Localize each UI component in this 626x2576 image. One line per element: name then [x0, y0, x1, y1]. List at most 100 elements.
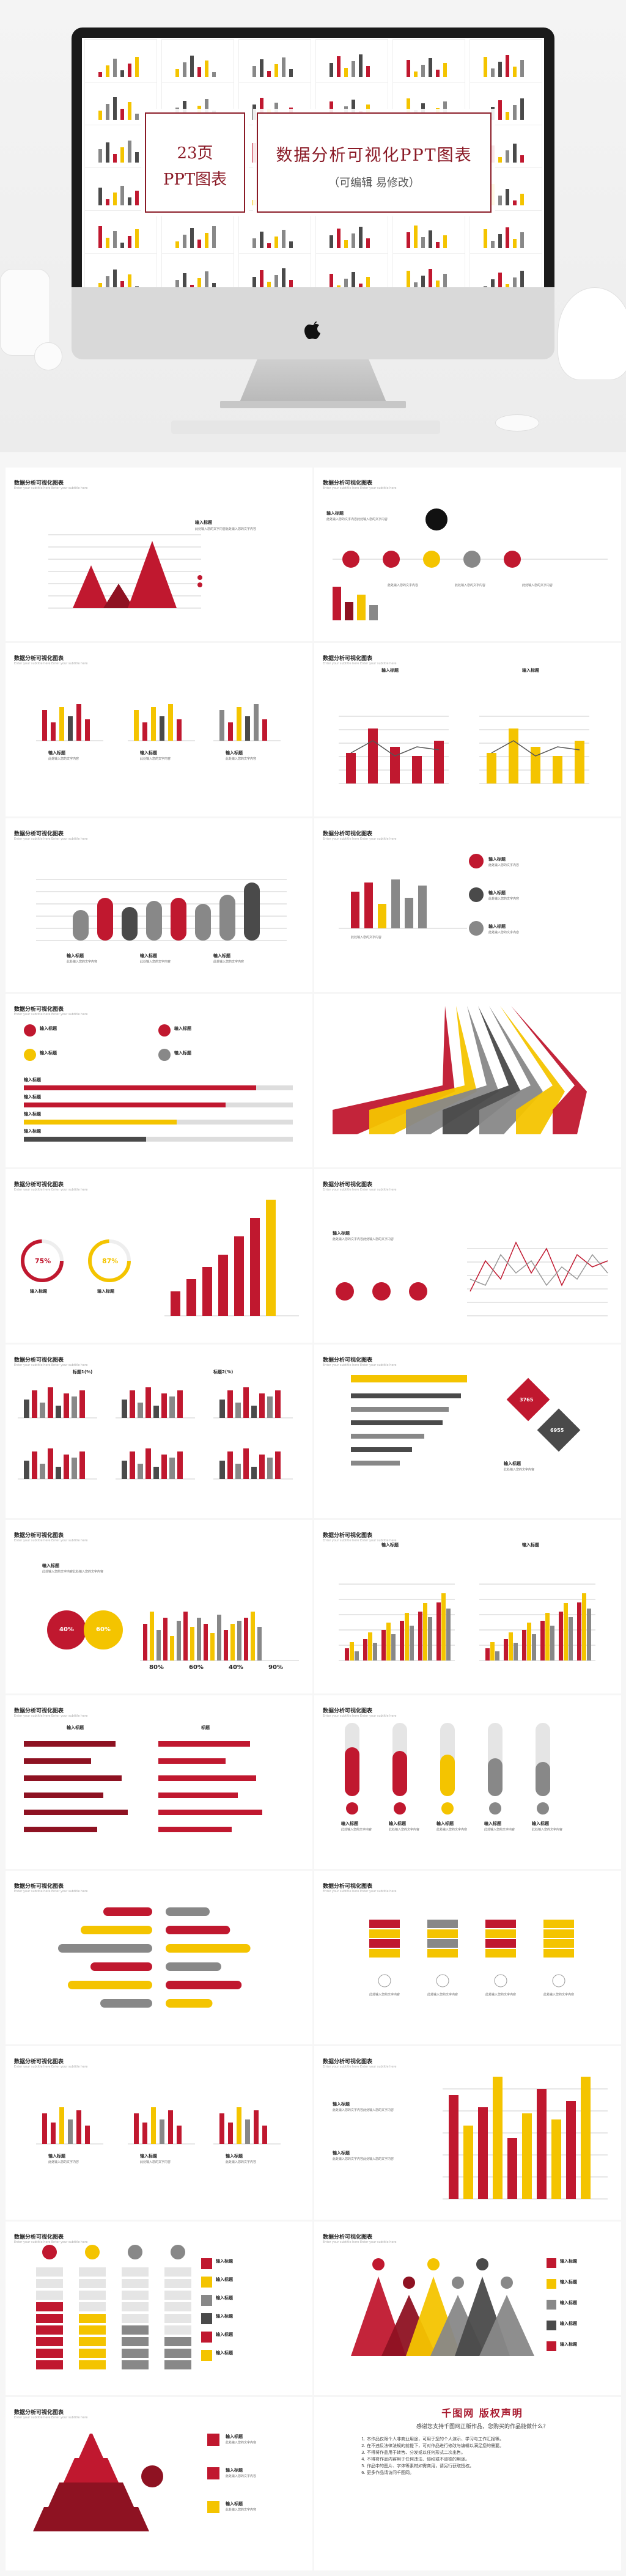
block-cell: [485, 1939, 516, 1948]
bar: [227, 1390, 233, 1418]
bar: [259, 1393, 265, 1418]
thumb-bar: [260, 59, 263, 77]
thumb-bar: [205, 233, 208, 248]
icon-circle: [537, 1802, 549, 1815]
monitor-base: [220, 401, 406, 408]
thumb-bar: [421, 276, 425, 291]
pin-icon: [501, 2277, 513, 2289]
block-cell: [36, 2349, 63, 2358]
bar: [531, 747, 540, 783]
bar: [251, 1467, 257, 1479]
capsule-fill: [488, 1758, 503, 1796]
bar: [509, 1632, 513, 1660]
input-title: 输入标题: [97, 1289, 114, 1294]
thumb-bar: [520, 271, 524, 291]
block-cell: [543, 1939, 574, 1948]
bar: [234, 1236, 244, 1316]
slide-subtitle: Enter your subtitle here Enter your subt…: [14, 1539, 88, 1543]
copyright-notice: 千图网 版权声明 感谢您支持千图网正版作品，您购买的作品能做什么？ 本作品仅限个…: [357, 2405, 608, 2476]
peak-shape: [479, 2295, 534, 2356]
icon-square: [201, 2313, 212, 2324]
bar: [243, 1448, 249, 1479]
thumb-bar: [366, 105, 370, 120]
thumb-bar: [205, 61, 208, 77]
input-title: 输入标题: [389, 1821, 406, 1826]
input-title: 输入标题: [333, 2151, 350, 2156]
body-text: 此处输入您的文字内容: [427, 1993, 458, 1997]
bar: [351, 892, 359, 928]
input-title: 输入标题: [522, 1543, 539, 1547]
bar: [177, 2126, 182, 2144]
bar: [217, 1615, 221, 1660]
block-cell: [79, 2337, 106, 2346]
screen-thumbnail: [161, 210, 234, 255]
slide-subtitle: Enter your subtitle here Enter your subt…: [323, 1363, 397, 1367]
bar: [168, 2110, 173, 2144]
slide-17: 数据分析可视化图表 Enter your subtitle here Enter …: [6, 1871, 312, 2044]
bar: [405, 898, 413, 928]
input-title: 输入标题: [30, 1289, 47, 1294]
hbar: [158, 1793, 238, 1798]
bar: [177, 719, 182, 741]
pin-icon: [85, 2245, 100, 2259]
thumb-bar: [197, 240, 201, 248]
thumb-bar: [106, 142, 109, 163]
bar: [177, 1451, 183, 1479]
bar: [369, 605, 378, 620]
keyboard: [171, 420, 440, 434]
screen-thumbnail: [470, 210, 542, 255]
input-title: 输入标题: [226, 2434, 243, 2439]
bar: [346, 753, 356, 783]
slide-15: 数据分析可视化图表 Enter your subtitle here Enter …: [6, 1695, 312, 1869]
thumb-bar: [113, 154, 117, 163]
thumb-bar: [513, 277, 517, 291]
copyright-item: 在不违反法律法规的前提下，可对作品进行修改与编辑以满足您的需要。: [367, 2443, 608, 2449]
bar: [275, 1390, 281, 1418]
bar: [449, 2095, 458, 2199]
person-icon: [141, 2465, 163, 2487]
page-count-line1: 23页: [177, 144, 213, 163]
copyright-item: 作品中的图片、字体等素材如需商用，请另行获取授权。: [367, 2463, 608, 2470]
slide-9: 数据分析可视化图表 Enter your subtitle here Enter …: [6, 1169, 312, 1343]
slide-1: 数据分析可视化图表 Enter your subtitle here Enter …: [6, 468, 312, 641]
bar: [24, 1461, 29, 1479]
thumb-bar: [267, 71, 271, 77]
thumb-bar: [344, 68, 348, 77]
block-cell: [164, 2302, 191, 2311]
screen-thumbnail: [161, 39, 234, 84]
ring-progress: [21, 1239, 64, 1282]
bar: [333, 587, 341, 620]
thumb-bar: [443, 63, 447, 77]
input-title: 输入标题: [226, 2154, 243, 2159]
slide-graphic: [33, 2434, 219, 2531]
icon-circle: [469, 887, 484, 902]
bar-right: [166, 1907, 210, 1916]
icon-circle: [158, 1024, 171, 1037]
slide-title: 数据分析可视化图表: [14, 480, 64, 486]
thumb-bar: [491, 279, 495, 291]
block-cell: [36, 2314, 63, 2323]
thumb-bar: [330, 235, 333, 248]
thumb-bar: [113, 270, 117, 291]
screen-thumbnail: [315, 39, 388, 84]
body-text: 此处输入您的文字内容: [369, 1993, 400, 1997]
bar: [51, 2123, 56, 2144]
slide-graphic: [36, 879, 287, 941]
thumb-bar: [282, 57, 285, 77]
checkbox-icon: [207, 2434, 219, 2446]
slide-graphic: [351, 1375, 581, 1466]
copyright-item: 本作品仅限个人非商业用途，可用于您的个人演示、学习与工作汇报等。: [367, 2436, 608, 2443]
icon-circle: [336, 1282, 354, 1301]
thumb-bar: [175, 69, 179, 77]
thumb-bar: [183, 101, 186, 120]
thumb-bar: [252, 66, 256, 77]
slide-title: 数据分析可视化图表: [14, 1708, 64, 1714]
slide-7: 数据分析可视化图表 Enter your subtitle here Enter …: [6, 994, 312, 1167]
thumb-bar: [128, 64, 131, 77]
body-text: 此处输入您的文字内容: [351, 936, 382, 939]
thumb-bar: [443, 274, 447, 291]
slide-16: 数据分析可视化图表 Enter your subtitle here Enter …: [314, 1695, 621, 1869]
icon-square: [201, 2277, 212, 2288]
bar-group-label: 40%: [229, 1664, 243, 1671]
thumb-bar: [205, 99, 208, 120]
